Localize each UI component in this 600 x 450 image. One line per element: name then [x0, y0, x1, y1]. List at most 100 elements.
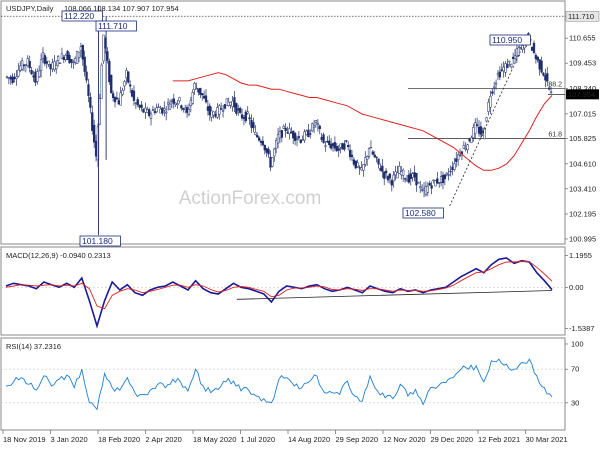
candle-body	[282, 126, 285, 129]
date-tick-label: 12 Nov 2020	[383, 435, 426, 444]
candle-body	[149, 113, 153, 119]
candle-body	[130, 90, 134, 97]
candle-body	[379, 168, 382, 171]
candle-body	[77, 51, 81, 59]
candle-body	[125, 70, 128, 79]
candle-body	[366, 155, 369, 160]
candle-body	[498, 71, 502, 78]
candle-body	[432, 179, 435, 181]
candle-body	[89, 96, 92, 108]
candle-body	[487, 101, 490, 112]
low-label-101-box	[79, 235, 121, 247]
candle-body	[199, 87, 202, 95]
candle-body	[430, 185, 433, 189]
reference-price-tag-label: 111.710	[568, 12, 594, 21]
candle-body	[485, 117, 488, 122]
candle-body	[324, 145, 327, 147]
candle-body	[292, 130, 295, 139]
candle-body	[335, 146, 338, 151]
candle-body	[466, 144, 469, 151]
candle-body	[161, 107, 164, 114]
candle-body	[326, 140, 329, 143]
candle-body	[85, 71, 88, 81]
candle-body	[479, 126, 483, 135]
rsi-panel-title: RSI(14) 37.2316	[6, 342, 61, 351]
candle-body	[110, 74, 113, 93]
candle-body	[396, 172, 399, 179]
candle-body	[13, 76, 16, 80]
candle-body	[502, 66, 505, 72]
candle-body	[142, 108, 145, 113]
candle-body	[398, 166, 401, 174]
low-label-101: 101.180	[82, 236, 113, 246]
price-series: 61.8 38.2 112.220 111.710 101.180 102.580 110.…	[1, 5, 565, 247]
candle-body	[240, 114, 244, 119]
date-tick-label: 2 Apr 2020	[146, 435, 182, 444]
candle-body	[189, 99, 192, 107]
price-tick-label: 100.995	[569, 234, 596, 243]
candle-body	[9, 76, 12, 80]
candle-body	[185, 107, 189, 113]
candle-body	[60, 53, 64, 59]
candle-body	[267, 149, 270, 155]
candle-body	[32, 75, 35, 78]
candle-body	[386, 176, 390, 181]
candle-body	[193, 82, 196, 90]
candle-body	[428, 182, 431, 186]
candle-body	[417, 182, 420, 184]
date-tick-label: 30 Mar 2021	[526, 435, 568, 444]
candle-body	[316, 123, 320, 125]
candle-body	[407, 174, 411, 183]
candle-body	[457, 154, 460, 160]
candle-body	[113, 96, 117, 103]
candle-body	[491, 91, 494, 94]
rsi-tick-label: 100	[571, 340, 584, 349]
candle-body	[496, 73, 500, 76]
candle-body	[434, 180, 437, 187]
candle-body	[278, 131, 282, 139]
candle-body	[494, 82, 498, 85]
candle-body	[314, 120, 318, 123]
candle-body	[242, 117, 246, 119]
candle-body	[286, 132, 289, 134]
candle-body	[453, 163, 456, 170]
candle-body	[153, 111, 156, 113]
candle-body	[383, 171, 386, 179]
candle-body	[252, 122, 255, 129]
candle-body	[449, 170, 452, 173]
candle-body	[225, 98, 229, 106]
candle-body	[176, 103, 179, 106]
candle-body	[333, 142, 337, 149]
high-label-110: 110.950	[492, 35, 522, 45]
candle-body	[106, 51, 109, 61]
candle-body	[111, 93, 115, 99]
moving-average-line	[172, 72, 553, 171]
candle-body	[56, 56, 60, 61]
candle-body	[483, 127, 486, 140]
candle-body	[506, 63, 509, 69]
candle-body	[290, 131, 293, 134]
candle-body	[513, 55, 517, 59]
candle-body	[248, 117, 251, 120]
candle-body	[93, 124, 96, 143]
candle-body	[41, 52, 45, 59]
macd-panel-frame	[0, 246, 566, 336]
date-tick-label: 12 Feb 2021	[478, 435, 520, 444]
candle-body	[163, 108, 166, 111]
candle-body	[136, 99, 139, 106]
candle-body	[121, 89, 124, 95]
axes: 111.710 110.655 109.453 108.240 107.015 105.8…	[2, 11, 600, 444]
candle-body	[329, 143, 333, 149]
candle-body	[276, 134, 280, 144]
candle-body	[489, 96, 492, 108]
candle-body	[15, 76, 18, 79]
candle-body	[415, 172, 418, 186]
candle-body	[19, 65, 22, 71]
date-tick-label: 18 May 2020	[193, 435, 236, 444]
candle-body	[201, 93, 204, 96]
candle-body	[256, 134, 259, 138]
candle-body	[195, 87, 198, 90]
candle-body	[468, 138, 471, 142]
price-tick-label: 104.610	[569, 159, 596, 168]
